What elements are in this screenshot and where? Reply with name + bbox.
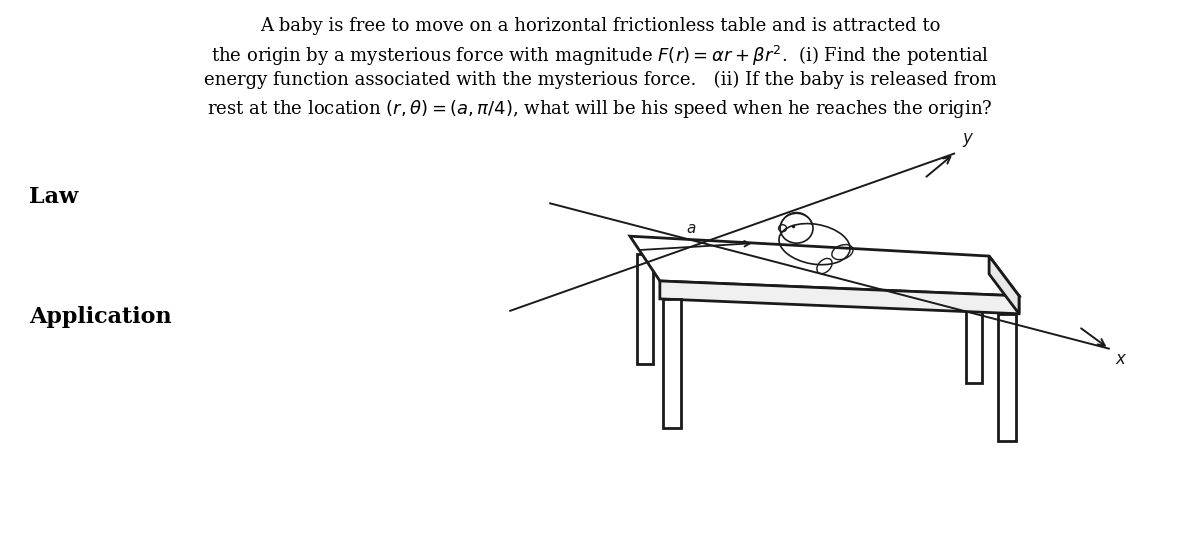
Polygon shape [998, 314, 1016, 441]
Text: rest at the location $(r, \theta) = (a, \pi/4)$, what will be his speed when he : rest at the location $(r, \theta) = (a, … [208, 98, 992, 120]
Polygon shape [989, 256, 1019, 314]
Polygon shape [660, 281, 1019, 314]
Text: energy function associated with the mysterious force.   (ii) If the baby is rele: energy function associated with the myst… [204, 71, 996, 89]
Text: A baby is free to move on a horizontal frictionless table and is attracted to: A baby is free to move on a horizontal f… [260, 17, 940, 35]
Text: $a$: $a$ [686, 222, 696, 236]
Text: $y$: $y$ [962, 130, 974, 149]
Text: $x$: $x$ [1115, 351, 1127, 367]
Text: the origin by a mysterious force with magnitude $F(r) = \alpha r+\beta r^2$.  (i: the origin by a mysterious force with ma… [211, 44, 989, 68]
Polygon shape [966, 274, 983, 384]
Polygon shape [637, 254, 653, 364]
Text: Application: Application [29, 306, 172, 328]
Text: Law: Law [29, 187, 78, 208]
Polygon shape [630, 236, 1019, 296]
Polygon shape [662, 299, 680, 428]
